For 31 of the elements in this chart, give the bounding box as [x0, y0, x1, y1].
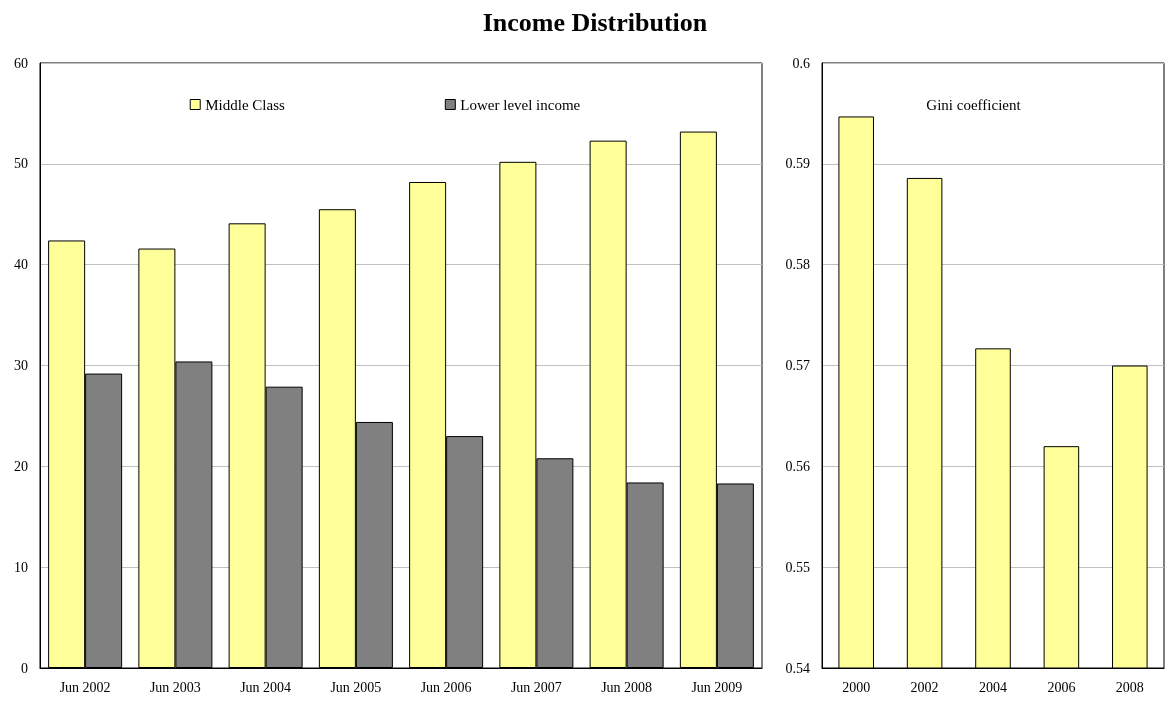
x-tick-label: Jun 2006: [420, 679, 472, 695]
chart-title: Income Distribution: [481, 8, 709, 38]
x-tick-label: Jun 2002: [59, 679, 111, 695]
x-tick-label: Jun 2008: [601, 679, 653, 695]
x-tick-label: Jun 2004: [240, 679, 292, 695]
y-tick-label: 30: [14, 358, 28, 373]
x-tick-label: 2002: [910, 679, 939, 695]
x-tick-label: 2006: [1047, 679, 1076, 695]
y-tick-label: 0.56: [785, 458, 810, 474]
text: Gini coefficient: [926, 96, 1022, 113]
y-tick-label: 60: [14, 55, 28, 71]
x-tick-label: 2004: [979, 679, 1007, 695]
y-tick-label: 0: [21, 660, 28, 676]
y-tick-label: 0.55: [785, 559, 810, 575]
y-tick-label: 50: [14, 156, 28, 172]
y-tick-label: 0.57: [785, 358, 810, 373]
y-tick-label: 0.59: [785, 156, 810, 172]
x-tick-label: 2000: [842, 679, 871, 695]
y-tick-label: 0.58: [785, 257, 810, 273]
legend-label: Lower level income: [460, 96, 581, 113]
y-tick-label: 20: [14, 458, 28, 474]
y-tick-label: 10: [14, 559, 28, 575]
y-tick-label: 0.6: [792, 55, 810, 71]
x-tick-label: Jun 2005: [330, 679, 382, 695]
y-tick-label: 0.54: [785, 660, 810, 676]
y-tick-label: 40: [14, 257, 28, 273]
x-tick-label: Jun 2007: [510, 679, 562, 695]
x-tick-label: 2008: [1115, 679, 1144, 695]
legend-label: Middle Class: [205, 96, 285, 113]
x-tick-label: Jun 2003: [149, 679, 201, 695]
x-tick-label: Jun 2009: [691, 679, 743, 695]
